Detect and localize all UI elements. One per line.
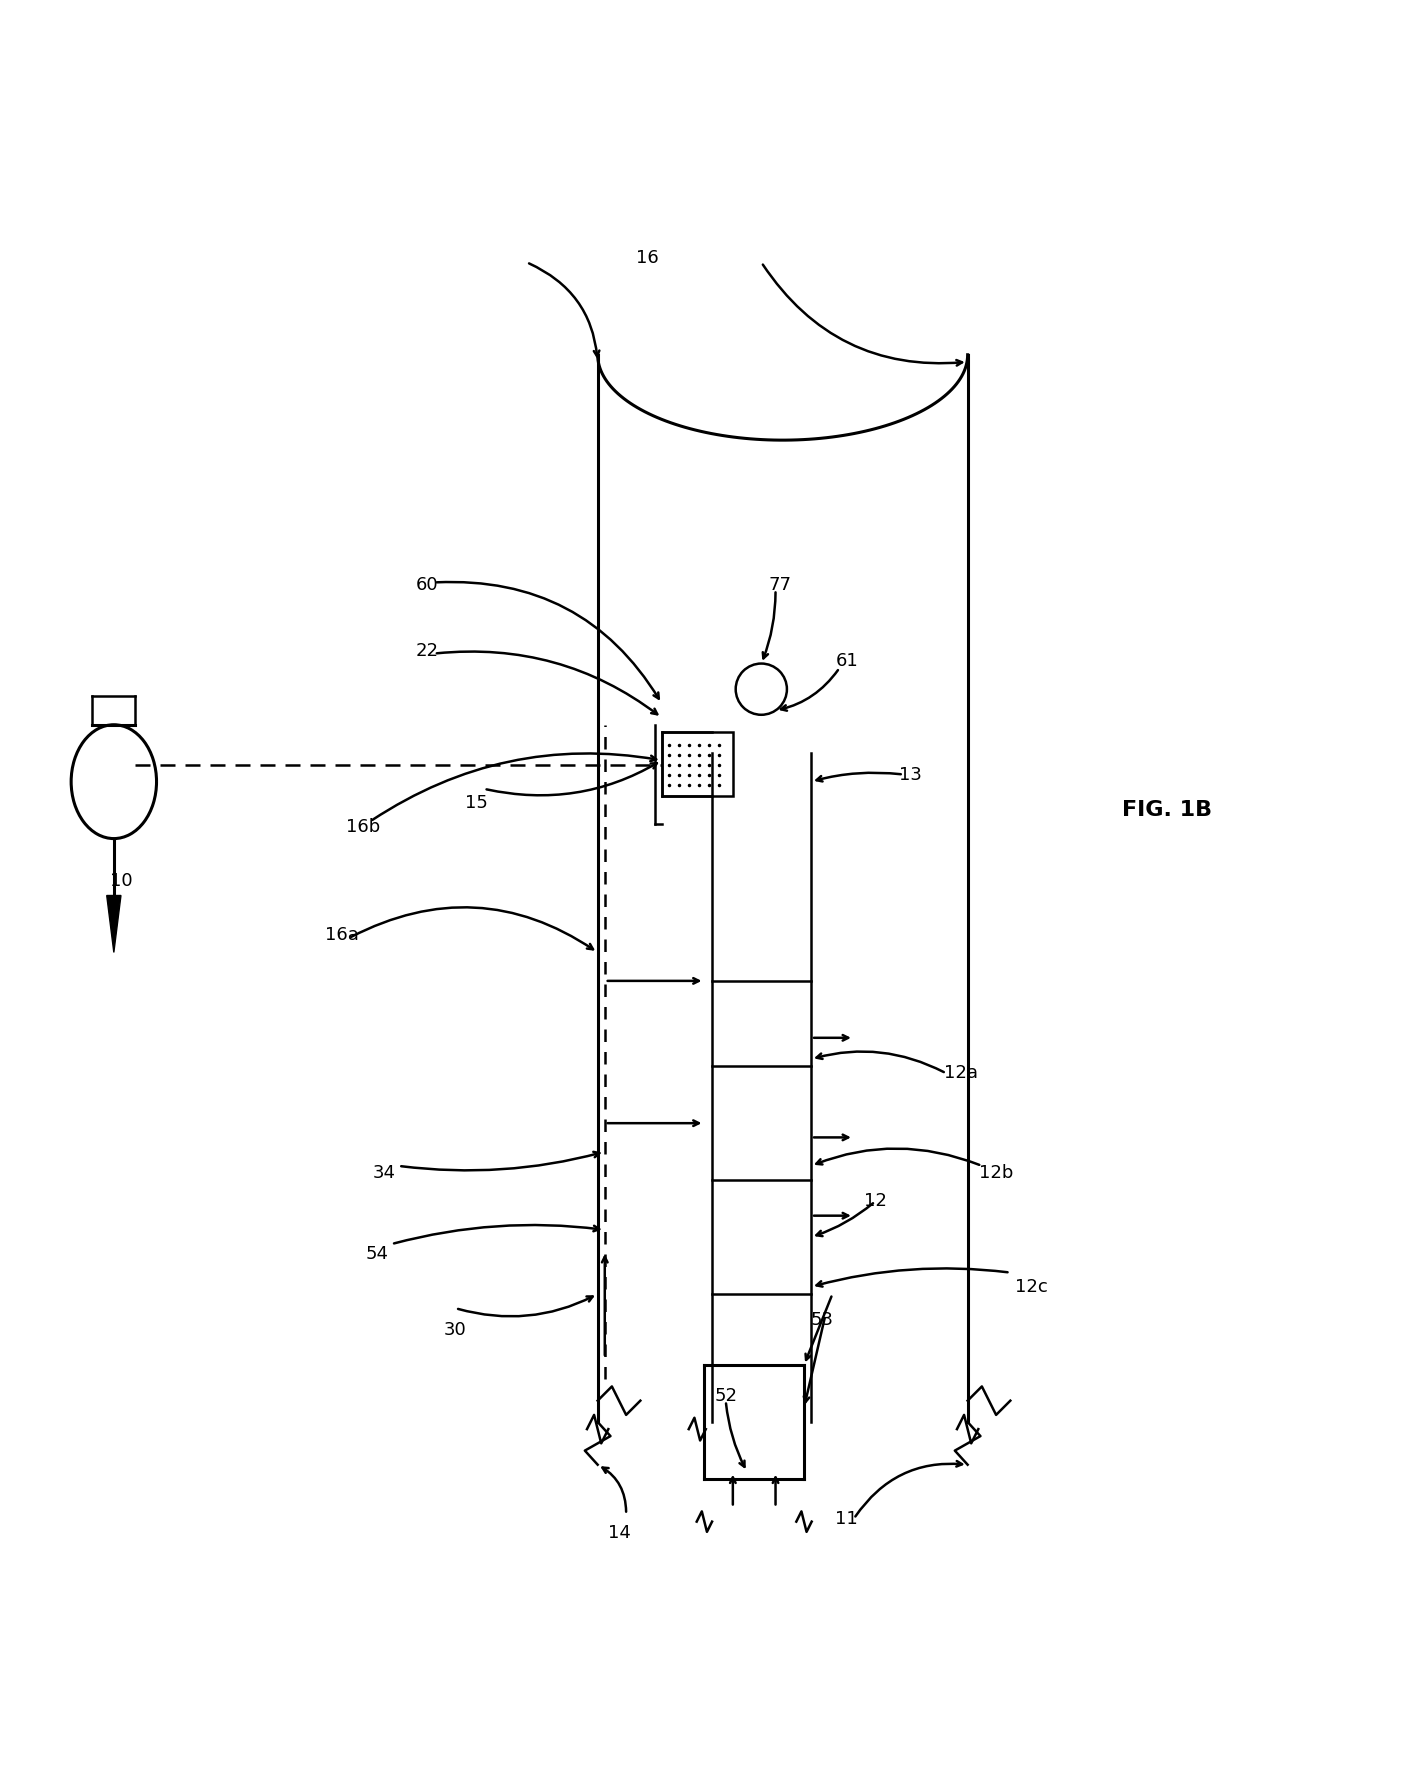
- Text: 30: 30: [444, 1320, 467, 1338]
- Text: 77: 77: [768, 577, 791, 595]
- Text: 16: 16: [636, 249, 659, 267]
- Text: 15: 15: [465, 793, 488, 811]
- Text: 10: 10: [110, 872, 132, 890]
- Text: 61: 61: [835, 652, 858, 670]
- Text: 11: 11: [835, 1510, 858, 1528]
- Text: 22: 22: [416, 641, 438, 659]
- Text: 60: 60: [416, 577, 438, 595]
- Text: 13: 13: [899, 765, 922, 783]
- Text: 54: 54: [366, 1245, 388, 1263]
- Text: 12b: 12b: [979, 1164, 1013, 1182]
- Text: 12a: 12a: [943, 1064, 978, 1082]
- Text: 12c: 12c: [1015, 1277, 1049, 1297]
- Text: 53: 53: [811, 1311, 834, 1329]
- Text: 52: 52: [714, 1388, 737, 1406]
- Text: 16a: 16a: [324, 926, 359, 944]
- Text: FIG. 1B: FIG. 1B: [1121, 801, 1212, 820]
- Text: 12: 12: [864, 1193, 887, 1211]
- Text: 14: 14: [608, 1524, 630, 1542]
- Text: 34: 34: [373, 1164, 396, 1182]
- Bar: [662, 733, 733, 795]
- Polygon shape: [107, 896, 121, 953]
- Text: 16b: 16b: [346, 818, 380, 836]
